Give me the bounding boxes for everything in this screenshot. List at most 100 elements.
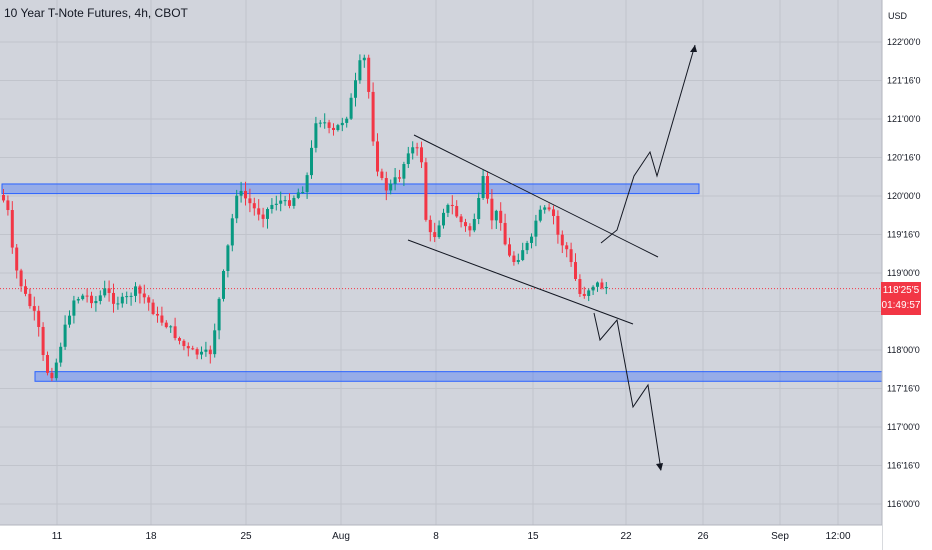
candle-body: [138, 286, 142, 294]
candle-body: [182, 340, 186, 347]
candle-body: [314, 123, 318, 148]
candle-body: [81, 295, 85, 300]
candle-body: [455, 206, 459, 217]
candle-body: [512, 255, 516, 262]
candle-body: [19, 270, 23, 287]
candle-body: [349, 97, 353, 119]
candle-body: [569, 249, 573, 263]
candle-body: [323, 122, 327, 124]
time-tick-label: 26: [697, 531, 709, 542]
candle-body: [230, 218, 234, 246]
time-tick-label: 11: [52, 531, 63, 542]
channel-upper-line: [413, 134, 659, 258]
candle-body: [191, 348, 195, 350]
candle-body: [402, 164, 406, 179]
candle-body: [46, 355, 49, 373]
price-tick-label: 121'00'0: [887, 114, 920, 124]
candle-body: [332, 127, 335, 131]
candle-body: [37, 310, 41, 327]
candle-body: [327, 122, 331, 128]
bearish-path: [593, 312, 662, 471]
price-axis: USD 122'00'0 121'16'0 121'00'0 120'16'0 120'0…: [881, 0, 932, 550]
price-tick-label: 120'00'0: [887, 191, 920, 201]
candle-body: [486, 176, 489, 199]
candle-body: [28, 293, 32, 307]
bullish-arrowhead: [690, 45, 697, 52]
price-axis-bg: [882, 0, 932, 550]
currency-label: USD: [888, 11, 908, 21]
candle-body: [318, 122, 322, 124]
candle-body: [424, 162, 428, 220]
candle-body: [283, 200, 287, 202]
candle-body: [521, 250, 525, 260]
time-tick-label: Sep: [771, 531, 789, 542]
trend-lines: [407, 44, 697, 471]
candle-body: [547, 207, 551, 210]
grid: [0, 0, 882, 525]
candles: [2, 54, 608, 382]
candle-body: [217, 298, 221, 331]
candle-body: [134, 286, 137, 296]
candle-body: [270, 204, 274, 210]
candle-body: [142, 293, 146, 298]
candle-body: [213, 330, 217, 355]
candle-body: [582, 293, 586, 296]
candle-body: [103, 288, 107, 296]
candle-body: [362, 57, 366, 61]
time-tick-label: Aug: [332, 531, 350, 542]
candle-body: [371, 91, 375, 142]
candle-body: [252, 203, 256, 209]
time-tick-label: 12:00: [825, 531, 850, 542]
candle-body: [68, 315, 71, 325]
candle-body: [72, 300, 76, 316]
candle-body: [305, 175, 309, 193]
bar-countdown: 01:49:57: [881, 300, 921, 311]
candle-body: [274, 203, 278, 205]
candle-body: [358, 60, 362, 81]
candle-body: [160, 315, 164, 323]
candle-body: [292, 197, 296, 206]
candle-body: [398, 177, 401, 179]
candle-body: [340, 122, 344, 126]
last-price-tag: 118'25'5 01:49:57: [881, 282, 921, 315]
plot-area: [0, 0, 882, 525]
candle-body: [54, 362, 58, 379]
candle-body: [468, 226, 472, 231]
candle-body: [525, 242, 529, 251]
candle-body: [41, 326, 45, 356]
candle-body: [200, 351, 203, 355]
candle-body: [556, 215, 560, 235]
candle-body: [587, 290, 591, 296]
price-tick-label: 117'00'0: [887, 422, 920, 432]
candle-body: [129, 295, 133, 297]
candle-body: [98, 295, 102, 302]
candle-body: [296, 192, 300, 198]
candle-body: [534, 220, 538, 237]
time-tick-label: 18: [145, 531, 157, 542]
candle-body: [59, 346, 63, 363]
candle-body: [477, 198, 481, 219]
candle-body: [411, 147, 415, 154]
candle-body: [450, 204, 454, 207]
price-tick-label: 119'16'0: [887, 230, 920, 240]
candle-body: [164, 322, 168, 328]
candle-body: [279, 200, 283, 204]
candle-body: [503, 222, 507, 245]
candle-body: [147, 297, 151, 303]
bearish-arrowhead: [656, 463, 663, 471]
candle-body: [235, 195, 239, 219]
candle-body: [257, 208, 261, 215]
candle-body: [151, 302, 155, 314]
candle-body: [384, 178, 388, 191]
candle-body: [530, 236, 533, 243]
price-tick-label: 119'00'0: [887, 268, 920, 278]
candle-body: [204, 349, 208, 352]
candle-body: [420, 147, 423, 163]
candle-body: [63, 324, 67, 347]
price-tick-label: 122'00'0: [887, 37, 920, 47]
chart-title: 10 Year T-Note Futures, 4h, CBOT: [4, 6, 188, 20]
candle-body: [226, 245, 230, 271]
candle-body: [50, 372, 54, 379]
candle-body: [578, 279, 582, 294]
